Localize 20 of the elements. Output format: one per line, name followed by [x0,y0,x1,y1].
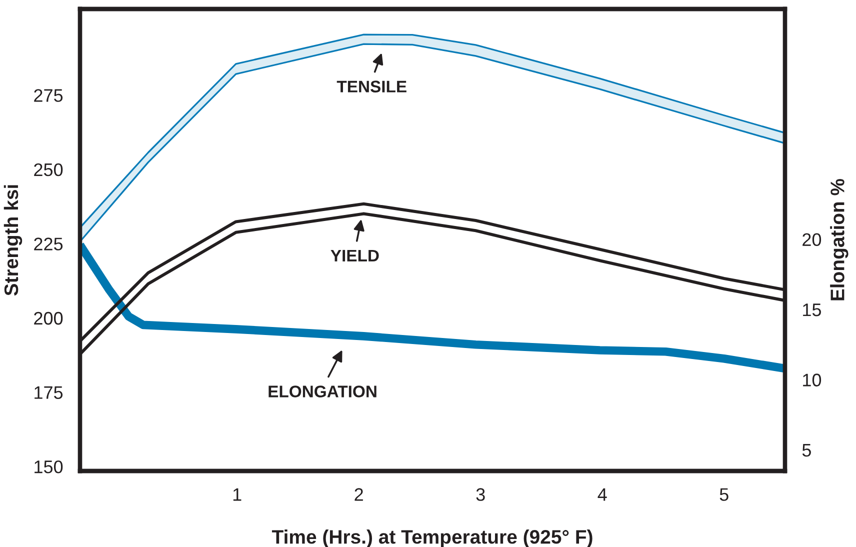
annotation: YIELD [330,250,379,262]
y-tick-label: 150 [34,460,63,474]
y-tick-label: 225 [34,238,63,250]
x-tick-label: 4 [598,488,607,501]
y-tick-label: 175 [34,386,63,399]
x-tick-label: 3 [476,488,485,501]
annotation: ELONGATION [268,386,376,398]
y2-axis-title: Elongation % [830,178,848,300]
y-tick-label: 250 [34,163,63,176]
y-tick-label: 200 [34,312,63,325]
y2-tick-label: 5 [802,444,811,457]
x-tick-label: 1 [233,488,242,501]
x-tick-label: 2 [354,488,363,501]
y2-tick-label: 20 [802,233,822,246]
y-axis-title: Strength ksi [4,185,22,296]
y-tick-label: 275 [34,89,63,102]
x-tick-label: 5 [720,488,728,501]
y2-tick-label: 15 [803,304,821,316]
y2-tick-label: 10 [803,374,822,386]
annotation: TENSILE [336,80,406,92]
